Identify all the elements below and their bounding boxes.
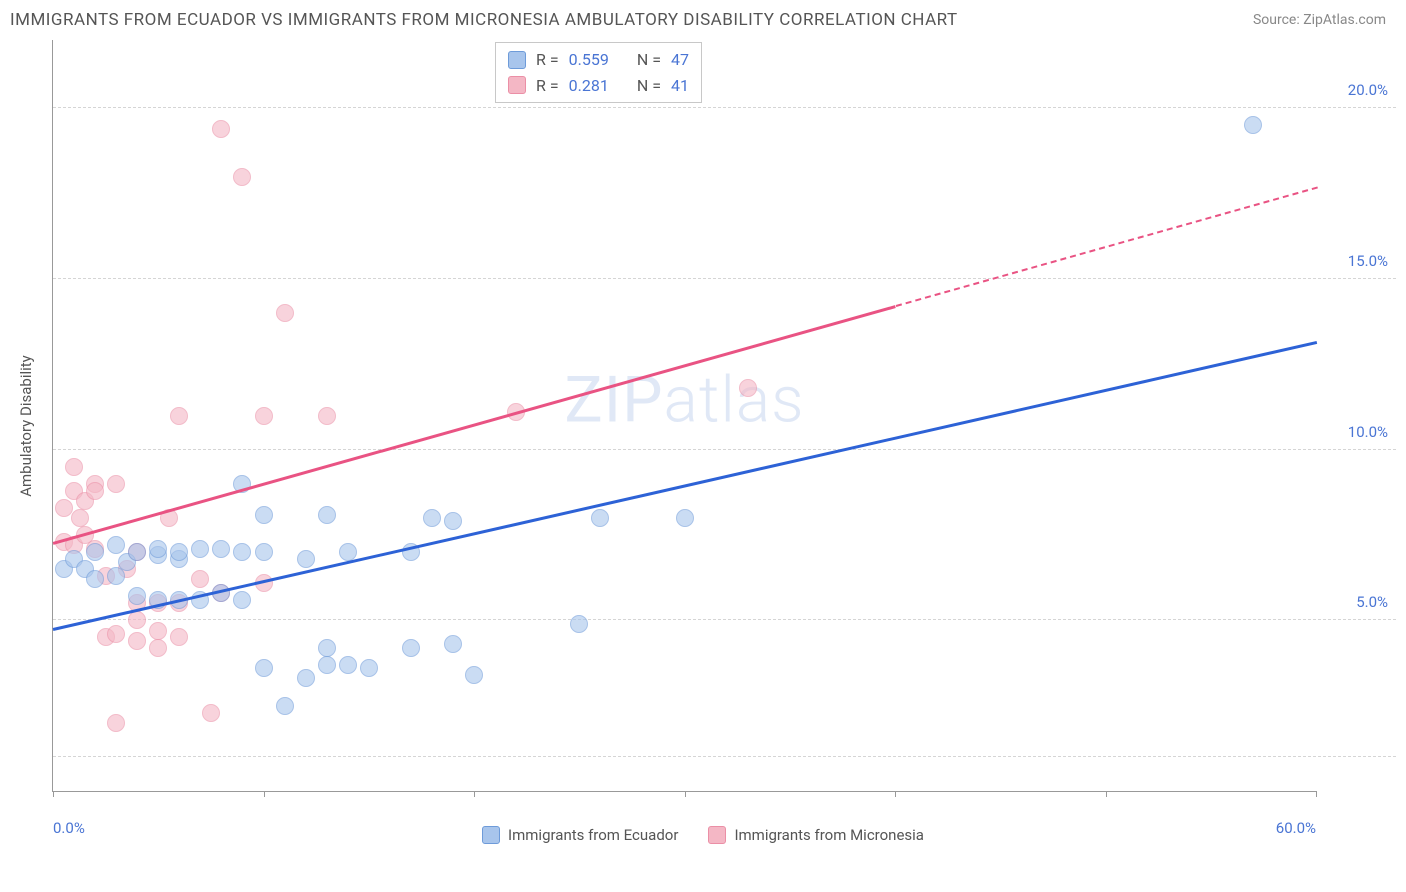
r-value: 0.559 (569, 47, 609, 73)
scatter-plot: ZIPatlas R =0.559N =47R =0.281N =41 5.0%… (52, 40, 1316, 792)
data-point (444, 635, 462, 653)
legend-label: Immigrants from Micronesia (734, 826, 924, 844)
data-point (170, 543, 188, 561)
data-point (202, 704, 220, 722)
data-point (318, 656, 336, 674)
r-value: 0.281 (569, 73, 609, 99)
data-point (107, 475, 125, 493)
data-point (149, 639, 167, 657)
data-point (318, 407, 336, 425)
data-point (170, 407, 188, 425)
data-point (212, 120, 230, 138)
data-point (233, 168, 251, 186)
data-point (570, 615, 588, 633)
legend-swatch (708, 826, 726, 844)
legend-swatch (482, 826, 500, 844)
x-tick (1316, 791, 1317, 797)
data-point (276, 697, 294, 715)
series-legend: Immigrants from Ecuador Immigrants from M… (10, 826, 1396, 844)
stats-row: R = 0.281 N = 41 (508, 73, 689, 99)
data-point (255, 543, 273, 561)
chart-container: Ambulatory Disability ZIPatlas R = 0.559 N… (10, 40, 1396, 852)
gridline (53, 107, 1396, 108)
data-point (107, 625, 125, 643)
data-point (1244, 116, 1262, 134)
chart-title: IMMIGRANTS FROM ECUADOR VS IMMIGRANTS FR… (10, 10, 958, 30)
legend-item: Immigrants from Ecuador (482, 826, 678, 844)
y-tick-label: 5.0% (1356, 593, 1388, 611)
data-point (297, 669, 315, 687)
data-point (128, 611, 146, 629)
data-point (739, 379, 757, 397)
data-point (71, 509, 89, 527)
y-tick-label: 15.0% (1348, 252, 1388, 270)
y-tick-label: 20.0% (1348, 81, 1388, 99)
data-point (233, 591, 251, 609)
x-tick (53, 791, 54, 797)
data-point (191, 540, 209, 558)
gridline (53, 278, 1396, 279)
y-tick-label: 10.0% (1348, 423, 1388, 441)
data-point (86, 543, 104, 561)
data-point (423, 509, 441, 527)
x-tick (685, 791, 686, 797)
data-point (360, 659, 378, 677)
data-point (465, 666, 483, 684)
data-point (212, 540, 230, 558)
data-point (170, 628, 188, 646)
stats-legend: R = 0.559 N = 47 R = 0.281 N = 41 (495, 42, 702, 103)
trend-line (53, 306, 896, 545)
data-point (676, 509, 694, 527)
watermark: ZIPatlas (564, 363, 804, 438)
gridline (53, 619, 1396, 620)
x-tick (895, 791, 896, 797)
data-point (128, 543, 146, 561)
trend-line (895, 187, 1317, 307)
data-point (339, 543, 357, 561)
data-point (339, 656, 357, 674)
data-point (591, 509, 609, 527)
data-point (86, 482, 104, 500)
r-label: R = (536, 47, 559, 73)
y-axis-label: Ambulatory Disability (17, 355, 35, 497)
r-label: R = (536, 73, 559, 99)
data-point (444, 512, 462, 530)
legend-item: Immigrants from Micronesia (708, 826, 924, 844)
series-swatch (508, 76, 526, 94)
gridline (53, 449, 1396, 450)
data-point (297, 550, 315, 568)
data-point (255, 659, 273, 677)
data-point (107, 536, 125, 554)
series-swatch (508, 51, 526, 69)
data-point (255, 506, 273, 524)
legend-label: Immigrants from Ecuador (508, 826, 678, 844)
data-point (86, 570, 104, 588)
data-point (149, 540, 167, 558)
n-label: N = (637, 47, 661, 73)
data-point (233, 543, 251, 561)
x-tick (264, 791, 265, 797)
data-point (128, 632, 146, 650)
source-label: Source: ZipAtlas.com (1253, 12, 1386, 28)
data-point (149, 622, 167, 640)
data-point (107, 714, 125, 732)
stats-row: R = 0.559 N = 47 (508, 47, 689, 73)
x-tick (1106, 791, 1107, 797)
data-point (191, 570, 209, 588)
data-point (276, 304, 294, 322)
data-point (402, 639, 420, 657)
n-value: 47 (671, 47, 689, 73)
data-point (318, 639, 336, 657)
data-point (128, 587, 146, 605)
data-point (55, 499, 73, 517)
n-value: 41 (671, 73, 689, 99)
x-tick (474, 791, 475, 797)
data-point (65, 458, 83, 476)
n-label: N = (637, 73, 661, 99)
gridline (53, 756, 1396, 757)
data-point (318, 506, 336, 524)
data-point (255, 407, 273, 425)
